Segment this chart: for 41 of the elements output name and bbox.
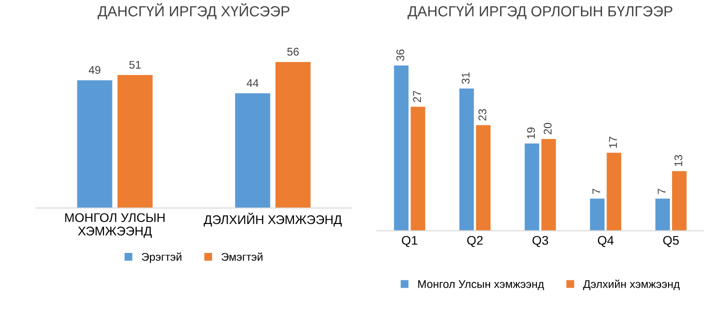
data-label: 44 (246, 79, 259, 87)
legend-label: Эрэгтэй (142, 252, 182, 263)
data-label: 27 (413, 90, 421, 102)
bar (394, 65, 409, 231)
x-tick-label: Q5 (663, 236, 679, 248)
bar (410, 106, 426, 231)
bar (118, 75, 153, 208)
data-label: 51 (129, 60, 141, 69)
bar (541, 138, 556, 231)
data-label: 31 (462, 72, 470, 84)
bar (235, 93, 270, 208)
data-label: 19 (527, 128, 535, 139)
data-label: 49 (88, 66, 100, 74)
bar (606, 152, 622, 231)
chart-title: ДАНСГҮЙ ИРГЭД ОРЛОГЫН БҮЛГЭЭР (408, 3, 672, 20)
bar (524, 144, 540, 231)
legend-label: Монгол Улсын хэмжээнд (418, 280, 544, 290)
legend-label: Дэлхийн хэмжээнд (583, 280, 680, 290)
legend-label: Эмэгтэй (222, 252, 262, 261)
data-label: 23 (478, 109, 486, 120)
data-label: 17 (609, 136, 617, 148)
data-label: 20 (544, 122, 552, 134)
data-label: 7 (592, 188, 600, 194)
x-tick-label: Q1 (402, 236, 418, 248)
data-label: 13 (674, 155, 682, 166)
bar (459, 88, 474, 231)
x-tick-label: Q2 (467, 236, 483, 248)
x-tick-label: МОНГОЛ УЛСЫН ХЭМЖЭЭНД (65, 213, 165, 238)
bar (77, 80, 112, 208)
x-tick-label: ДЭЛХИЙН ХЭМЖЭЭНД (204, 212, 342, 227)
data-label: 36 (396, 49, 404, 61)
bar (590, 198, 605, 231)
x-tick-label: Q4 (598, 236, 614, 248)
bar (672, 171, 687, 231)
x-tick-label: Q3 (532, 236, 548, 248)
bar (476, 125, 491, 231)
bar (655, 198, 670, 231)
data-label: 7 (658, 188, 666, 194)
data-label: 56 (287, 48, 299, 56)
chart-title: ДАНСГҮЙ ИРГЭД ХҮЙСЭЭР (98, 3, 290, 20)
bar (275, 62, 311, 208)
